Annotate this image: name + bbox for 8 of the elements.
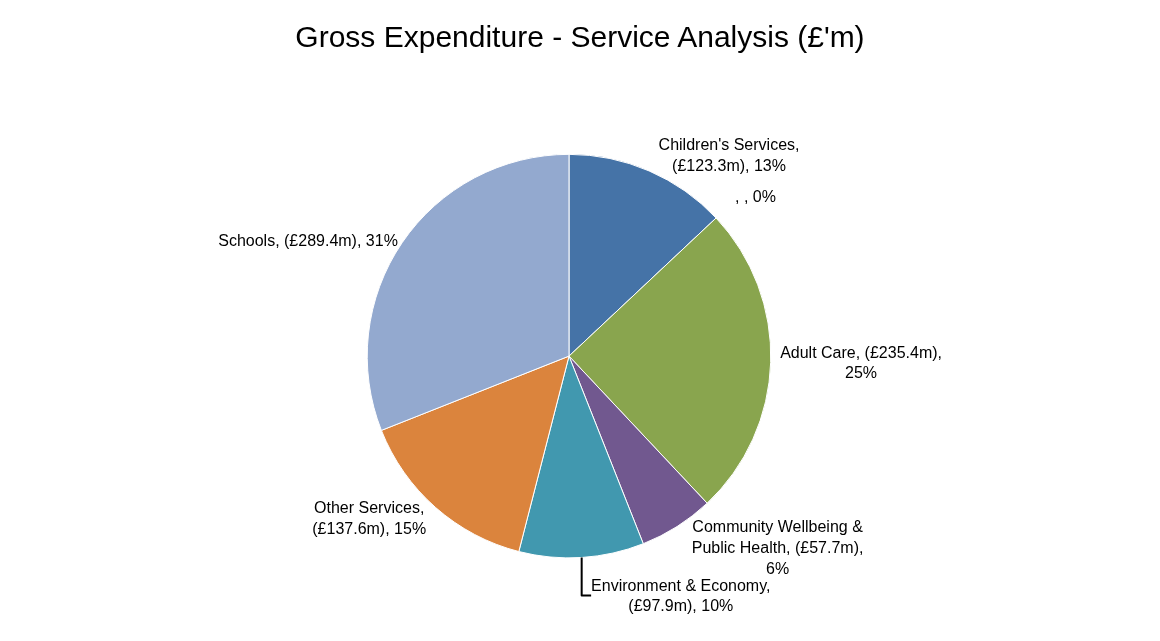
slice-label: Environment & Economy, (£97.9m), 10% — [591, 576, 771, 615]
slice-label: Adult Care, (£235.4m), 25% — [780, 343, 942, 382]
slice-label: Schools, (£289.4m), 31% — [218, 231, 398, 249]
chart-title: Gross Expenditure - Service Analysis (£'m) — [295, 19, 865, 53]
slice-label: Community Wellbeing & Public Health, (£57.7m), 6% — [691, 518, 864, 577]
slice-label: Children's Services, (£123.3m), 13% — [658, 136, 800, 174]
slice-label: Other Services, (£137.6m), 15% — [312, 499, 427, 538]
text: , , 0% — [735, 188, 776, 205]
